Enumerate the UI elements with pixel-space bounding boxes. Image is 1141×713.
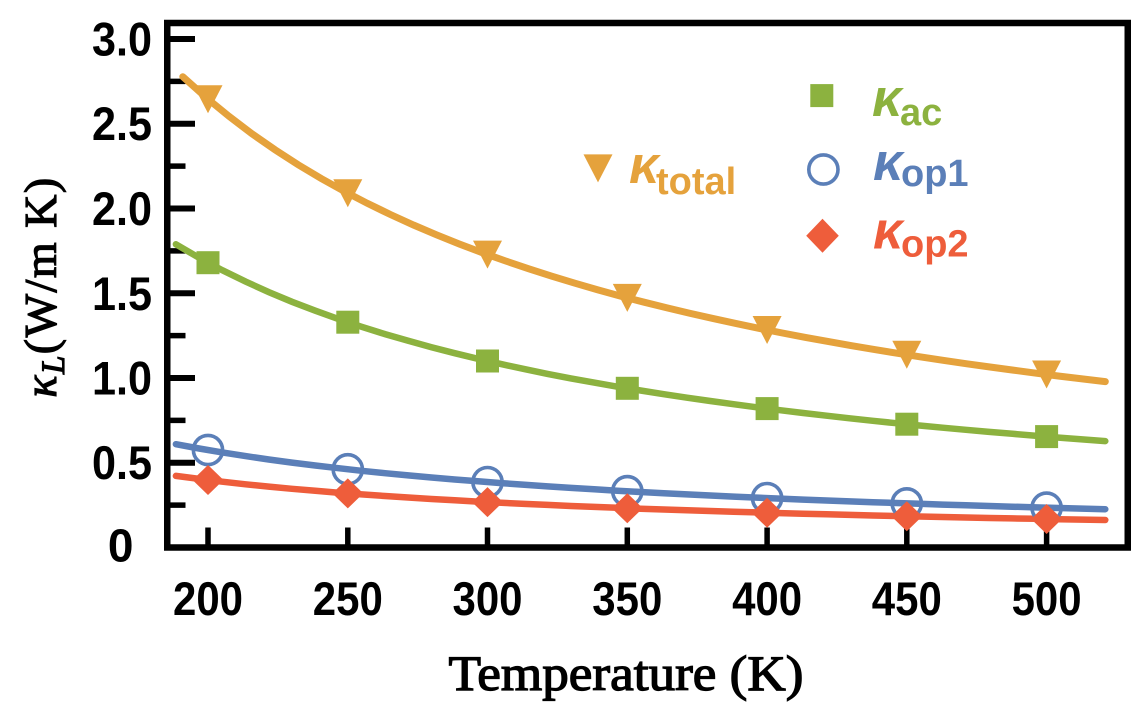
svg-text:ac: ac: [900, 92, 942, 134]
svg-text:0: 0: [108, 520, 134, 572]
svg-text:2.5: 2.5: [92, 97, 152, 150]
svg-text:450: 450: [872, 572, 942, 625]
svg-text:Temperature (K): Temperature (K): [449, 645, 804, 701]
svg-text:0.5: 0.5: [92, 436, 152, 489]
svg-text:total: total: [656, 161, 736, 203]
svg-text:κ: κ: [872, 69, 904, 128]
svg-text:350: 350: [592, 572, 662, 625]
svg-text:200: 200: [173, 572, 243, 625]
svg-text:κ: κ: [629, 136, 661, 195]
svg-text:op2: op2: [901, 224, 969, 266]
svg-text:300: 300: [453, 572, 523, 625]
svg-text:500: 500: [1012, 572, 1082, 625]
svg-text:400: 400: [732, 572, 802, 625]
svg-text:1.0: 1.0: [92, 352, 152, 405]
svg-text:3.0: 3.0: [92, 13, 152, 66]
svg-text:250: 250: [313, 572, 383, 625]
svg-text:2.0: 2.0: [92, 182, 152, 235]
svg-text:κ: κ: [873, 201, 905, 260]
svg-text:κL(W/m K): κL(W/m K): [15, 176, 72, 397]
svg-text:1.5: 1.5: [92, 267, 152, 320]
svg-text:op1: op1: [901, 153, 969, 195]
svg-text:κ: κ: [873, 133, 905, 192]
